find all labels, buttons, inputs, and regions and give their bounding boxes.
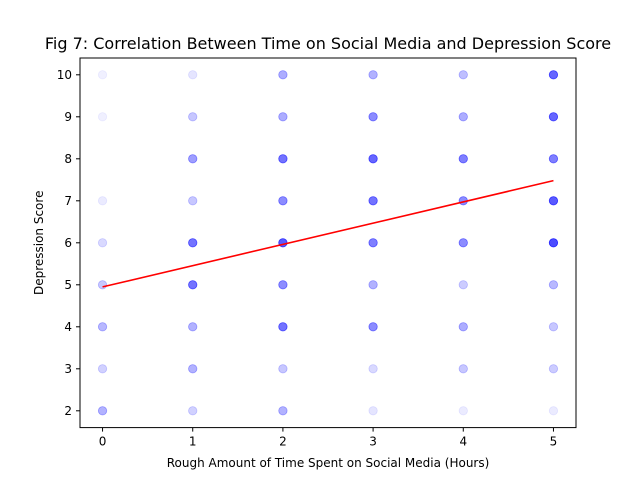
scatter-point	[97, 70, 108, 80]
scatter-point	[188, 238, 198, 248]
y-tick-label: 7	[64, 194, 72, 208]
y-axis: 2 3 4 5 6 7 8 9 10	[57, 68, 80, 418]
scatter-point	[368, 406, 378, 416]
scatter-point	[548, 280, 559, 290]
scatter-point	[368, 364, 378, 374]
scatter-point	[548, 112, 559, 122]
y-tick-label: 6	[64, 236, 72, 250]
scatter-point	[188, 112, 198, 122]
scatter-point	[368, 70, 378, 80]
scatter-point	[188, 406, 198, 416]
y-tick-label: 9	[64, 110, 72, 124]
scatter-point	[458, 154, 468, 164]
y-tick-label: 10	[57, 68, 72, 82]
x-axis: 0 1 2 3 4 5	[99, 427, 558, 449]
scatter-point	[458, 238, 468, 248]
scatter-point	[368, 154, 378, 164]
scatter-point	[188, 280, 198, 290]
x-tick-label: 2	[279, 435, 287, 449]
y-tick-label: 8	[64, 152, 72, 166]
x-tick-label: 3	[369, 435, 377, 449]
scatter-point	[548, 364, 559, 374]
y-tick-label: 2	[64, 404, 72, 418]
scatter-point	[458, 70, 468, 80]
scatter-point	[548, 406, 559, 416]
scatter-point	[458, 322, 468, 332]
scatter-point	[548, 196, 559, 206]
scatter-point	[368, 322, 378, 332]
trend-line	[102, 179, 554, 288]
scatter-point	[97, 280, 108, 290]
y-tick-label: 3	[64, 362, 72, 376]
scatter-point	[548, 154, 559, 164]
scatter-point	[458, 364, 468, 374]
y-axis-label: Depression Score	[32, 191, 46, 296]
plot-frame	[79, 57, 577, 429]
scatter-point	[97, 406, 108, 416]
scatter-point	[548, 238, 559, 248]
scatter-point	[458, 112, 468, 122]
scatter-point	[278, 322, 288, 332]
scatter-point	[278, 406, 288, 416]
x-tick-label: 4	[459, 435, 467, 449]
scatter-point	[188, 196, 198, 206]
scatter-point	[188, 364, 198, 374]
scatter-point	[368, 112, 378, 122]
scatter-point	[97, 196, 108, 206]
scatter-point	[188, 322, 198, 332]
scatter-point	[458, 280, 468, 290]
x-tick-label: 1	[189, 435, 197, 449]
scatter-point	[97, 322, 108, 332]
scatter-point	[368, 196, 378, 206]
scatter-point	[278, 364, 288, 374]
scatter-point	[458, 406, 468, 416]
y-tick-label: 5	[64, 278, 72, 292]
x-tick-label: 0	[99, 435, 107, 449]
x-axis-label: Rough Amount of Time Spent on Social Med…	[167, 456, 490, 470]
scatter-point	[278, 154, 288, 164]
y-tick-label: 4	[64, 320, 72, 334]
scatter-point	[188, 70, 198, 80]
scatter-point	[278, 70, 288, 80]
scatter-point	[278, 196, 288, 206]
scatter-point	[278, 280, 288, 290]
plot-area	[97, 70, 559, 416]
scatter-point	[97, 364, 108, 374]
scatter-point	[368, 280, 378, 290]
scatter-point	[278, 112, 288, 122]
scatter-point	[368, 238, 378, 248]
scatter-point	[548, 322, 559, 332]
chart-title: Fig 7: Correlation Between Time on Socia…	[45, 34, 611, 53]
x-tick-label: 5	[550, 435, 558, 449]
scatter-point	[548, 70, 559, 80]
scatter-point	[97, 238, 108, 248]
scatter-point	[188, 154, 198, 164]
scatter-point	[97, 112, 108, 122]
